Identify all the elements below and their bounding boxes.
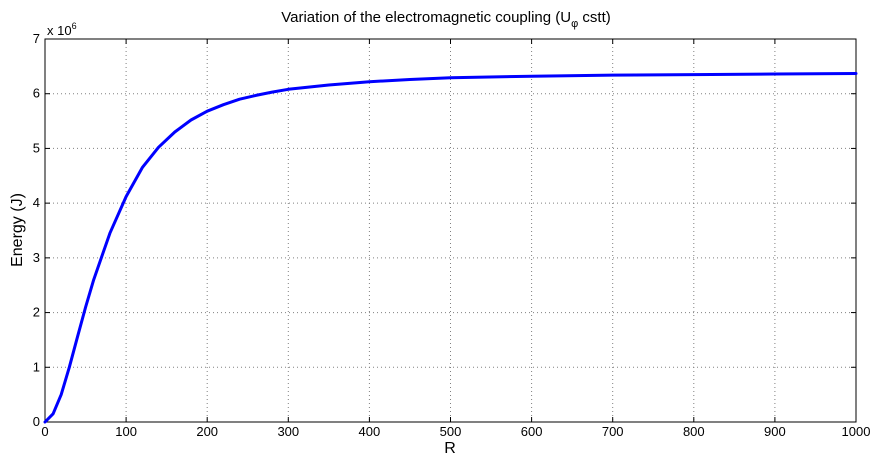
- y-tick-label: 4: [33, 195, 40, 210]
- chart-title: Variation of the electromagnetic couplin…: [281, 9, 611, 30]
- y-tick-label: 7: [33, 31, 40, 46]
- y-tick-label: 1: [33, 359, 40, 374]
- x-tick-label: 300: [277, 424, 299, 439]
- series-layer: [43, 72, 858, 424]
- x-tick-label: 400: [359, 424, 381, 439]
- x-tick-label: 700: [602, 424, 624, 439]
- y-tick-labels: 0 1 2 3 4 5 6 7: [33, 31, 40, 429]
- y-tick-label: 5: [33, 140, 40, 155]
- y-multiplier: x 106: [47, 21, 77, 38]
- axis-ticks: [44, 38, 857, 423]
- x-tick-label: 200: [196, 424, 218, 439]
- x-tick-label: 900: [764, 424, 786, 439]
- x-axis-label: R: [444, 440, 456, 457]
- x-tick-label: 0: [41, 424, 48, 439]
- y-axis-label: Energy (J): [9, 193, 26, 267]
- y-tick-label: 0: [33, 414, 40, 429]
- x-tick-labels: 0 100 200 300 400 500 600 700 800 900 1000: [41, 424, 870, 439]
- x-tick-label: 100: [115, 424, 137, 439]
- x-tick-label: 500: [440, 424, 462, 439]
- x-tick-label: 600: [521, 424, 543, 439]
- y-tick-label: 2: [33, 305, 40, 320]
- y-tick-label: 6: [33, 86, 40, 101]
- y-tick-label: 3: [33, 250, 40, 265]
- x-tick-label: 800: [683, 424, 705, 439]
- title-subscript: φ: [571, 18, 578, 30]
- energy-series-line: [43, 72, 858, 424]
- x-tick-label: 1000: [842, 424, 871, 439]
